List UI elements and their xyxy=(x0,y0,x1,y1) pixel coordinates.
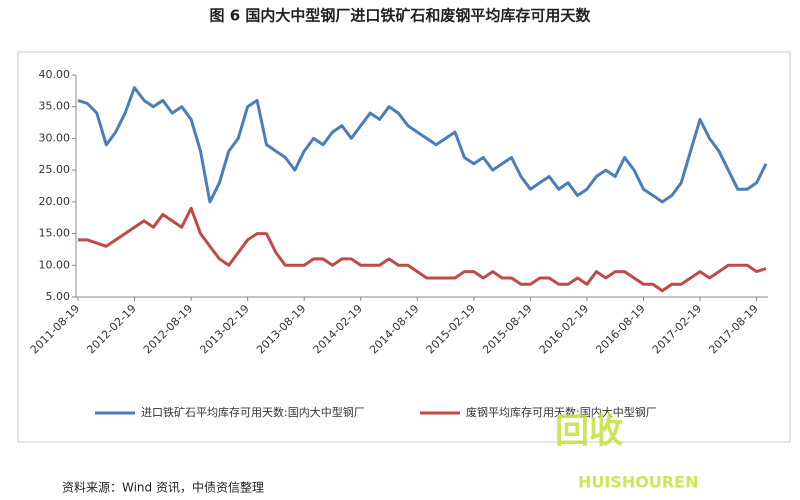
watermark: 回收 xyxy=(555,412,623,452)
series-line xyxy=(77,86,768,204)
chart-frame xyxy=(17,51,791,443)
y-tick-label: 10.00 xyxy=(39,258,71,271)
x-tick-label: 2012-08-19 xyxy=(141,302,195,356)
x-tick-label: 2014-02-19 xyxy=(311,302,365,356)
y-tick-label: 5.00 xyxy=(46,290,71,303)
x-tick-label: 2014-08-19 xyxy=(367,302,421,356)
x-tick-label: 2017-02-19 xyxy=(650,302,704,356)
source-note: 资料来源：Wind 资讯，中债资信整理 xyxy=(62,480,264,495)
legend-label: 进口铁矿石平均库存可用天数:国内大中型钢厂 xyxy=(141,405,365,419)
x-tick-label: 2015-02-19 xyxy=(424,302,478,356)
x-tick-label: 2013-08-19 xyxy=(254,302,308,356)
chart-title: 图 6 国内大中型钢厂进口铁矿石和废钢平均库存可用天数 xyxy=(210,7,592,25)
y-tick-label: 40.00 xyxy=(39,68,71,81)
y-tick-label: 20.00 xyxy=(39,195,71,208)
series-line xyxy=(78,206,767,293)
x-tick-label: 2015-08-19 xyxy=(480,302,534,356)
y-tick-label: 15.00 xyxy=(39,227,71,240)
y-tick-label: 30.00 xyxy=(39,131,71,144)
x-tick-label: 2011-08-19 xyxy=(28,302,82,356)
y-tick-label: 35.00 xyxy=(39,100,71,113)
x-tick-label: 2016-02-19 xyxy=(537,302,591,356)
x-tick-label: 2016-08-19 xyxy=(593,302,647,356)
x-tick-label: 2017-08-19 xyxy=(706,302,760,356)
legend-label: 废钢平均库存可用天数:国内大中型钢厂 xyxy=(466,405,657,419)
watermark: HUISHOUREN xyxy=(578,473,698,492)
x-tick-label: 2012-02-19 xyxy=(84,302,138,356)
y-tick-label: 25.00 xyxy=(39,163,71,176)
x-tick-label: 2013-02-19 xyxy=(197,302,251,356)
